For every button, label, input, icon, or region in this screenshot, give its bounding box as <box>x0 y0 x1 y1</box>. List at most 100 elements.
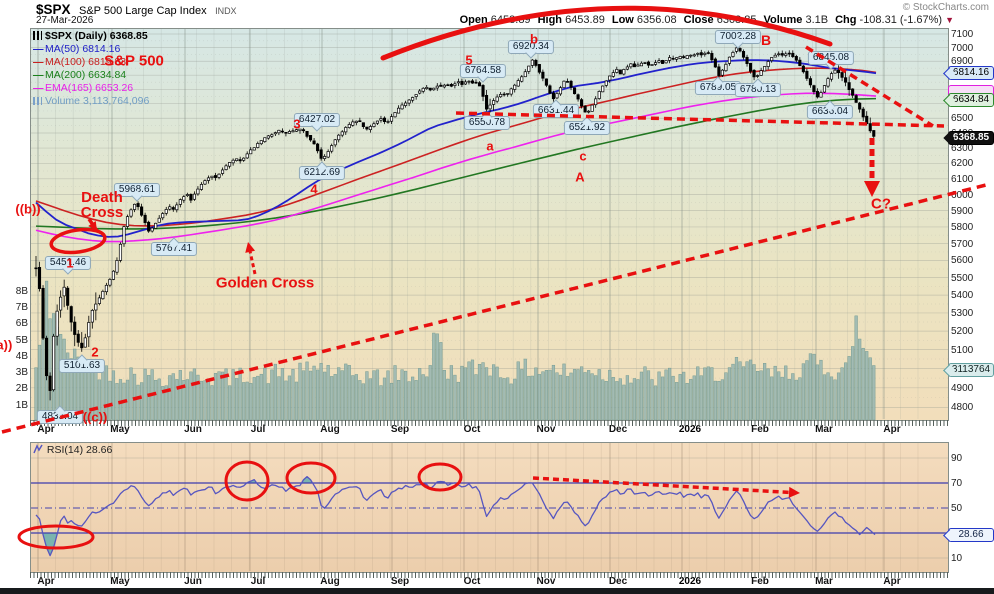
volume-axis-label: 8B <box>15 285 28 297</box>
quote-label: Low <box>611 14 634 26</box>
legend-row: $SPX (Daily) 6368.85 <box>33 30 149 43</box>
axis-badge: 6814.16 <box>943 66 994 80</box>
legend-text: $SPX (Daily) 6368.85 <box>45 30 148 42</box>
main-chart-panel[interactable] <box>30 28 949 421</box>
volume-bars-icon <box>33 97 42 105</box>
price-axis-label: 6200 <box>951 158 974 170</box>
price-callout: 4835.04 <box>36 405 84 424</box>
volume-axis-label: 2B <box>15 383 28 395</box>
month-label: 2026 <box>678 576 702 587</box>
volume-axis-label: 1B <box>15 399 28 411</box>
legend-line-swatch: — <box>33 82 44 94</box>
copyright: © StockCharts.com <box>902 2 989 13</box>
axis-badge: 3113764 <box>943 363 994 377</box>
month-label: Mar <box>815 576 833 587</box>
volume-axis-label: 3B <box>15 367 28 379</box>
legend-row: Volume 3,113,764,096 <box>33 95 149 108</box>
price-axis-label: 6000 <box>951 189 974 201</box>
exchange-tag: INDX <box>215 6 237 16</box>
price-callout: 6427.02 <box>293 113 341 132</box>
rsi-axis-label: 70 <box>951 478 963 489</box>
rsi-chart-canvas[interactable] <box>30 442 949 573</box>
axis-badge: 28.66 <box>943 528 994 542</box>
legend-text: MA(50) 6814.16 <box>45 43 121 55</box>
price-callout: 6212.69 <box>298 161 346 180</box>
quote-value: 6453.89 <box>487 14 531 26</box>
quote-label: Volume <box>763 14 803 26</box>
month-label: Apr <box>883 576 901 587</box>
price-axis-label: 5700 <box>951 238 974 250</box>
price-axis-label: 5500 <box>951 272 974 284</box>
quote-label: Chg <box>835 14 857 26</box>
rsi-axis-label: 50 <box>951 503 963 514</box>
volume-axis-label: 4B <box>15 350 28 362</box>
price-callout: 6789.05 <box>694 76 742 95</box>
month-label: Nov <box>536 576 556 587</box>
price-callout: 5101.63 <box>58 354 106 373</box>
chart-title: $SPX S&P 500 Large Cap Index INDX <box>36 1 237 17</box>
legend-line-swatch: — <box>33 56 44 68</box>
price-chart-canvas[interactable] <box>30 28 949 421</box>
month-label: May <box>110 576 130 587</box>
bottom-bar <box>0 588 994 594</box>
quote-value: 6356.08 <box>633 14 677 26</box>
rsi-legend: RSI(14) 28.66 <box>33 444 112 456</box>
month-label: Apr <box>37 576 55 587</box>
month-label: Feb <box>751 576 769 587</box>
axis-badge: 6634.84 <box>943 93 994 107</box>
price-axis-label: 7100 <box>951 29 974 40</box>
axis-badge: 6368.85 <box>943 131 994 145</box>
price-axis-label: 4800 <box>951 402 974 414</box>
index-name: S&P 500 Large Cap Index <box>78 5 207 17</box>
rsi-panel[interactable] <box>30 442 949 573</box>
price-callout: 6521.92 <box>563 116 611 135</box>
rsi-label: RSI(14) 28.66 <box>46 444 113 456</box>
month-label: Aug <box>320 576 340 587</box>
month-label: Jul <box>250 576 266 587</box>
price-callout: 6920.34 <box>507 40 555 59</box>
price-callout: 5968.61 <box>113 183 161 202</box>
quote-label: Open <box>459 14 488 26</box>
price-callout: 6631.44 <box>532 99 580 118</box>
price-callout: 6636.04 <box>806 100 854 119</box>
price-axis-label: 5800 <box>951 221 974 233</box>
price-callout: 6845.08 <box>807 51 855 70</box>
price-axis-label: 5400 <box>951 290 974 302</box>
price-axis-label: 5300 <box>951 307 974 319</box>
legend-row: — EMA(165) 6653.26 <box>33 82 149 95</box>
price-axis-label: 5600 <box>951 255 974 267</box>
legend-text: MA(100) 6819.83 <box>45 56 127 68</box>
price-axis-label: 5900 <box>951 205 974 217</box>
legend-line-swatch: — <box>33 69 44 81</box>
tick-strip-rsi <box>30 572 948 578</box>
price-axis-label: 6300 <box>951 143 974 155</box>
price-axis-label: 6100 <box>951 173 974 185</box>
price-callout: 7002.28 <box>714 30 762 49</box>
tick-strip-main <box>30 420 948 426</box>
price-axis-label: 6900 <box>951 56 974 68</box>
price-axis-label: 4900 <box>951 382 974 394</box>
price-axis-label: 5100 <box>951 344 974 356</box>
month-label: Oct <box>463 576 481 587</box>
ohlc-quote-row: Open 6453.89 High 6453.89 Low 6356.08 Close… <box>453 14 954 26</box>
quote-label: High <box>537 14 563 26</box>
rsi-icon <box>33 444 43 454</box>
price-callout: 6550.78 <box>463 111 511 130</box>
legend-row: — MA(100) 6819.83 <box>33 56 149 69</box>
price-callout: 6780.13 <box>734 78 782 97</box>
quote-value: 6368.85 <box>713 14 757 26</box>
rsi-axis-label: 90 <box>951 453 963 464</box>
price-axis-label: 6500 <box>951 113 974 125</box>
change-down-icon: ▼ <box>945 15 954 25</box>
chart-legend: $SPX (Daily) 6368.85— MA(50) 6814.16— MA(1… <box>33 30 149 108</box>
price-axis-label: 5200 <box>951 326 974 338</box>
quote-value: 3.1B <box>802 14 829 26</box>
legend-row: — MA(50) 6814.16 <box>33 43 149 56</box>
quote-value: 6453.89 <box>562 14 605 26</box>
legend-row: — MA(200) 6634.84 <box>33 69 149 82</box>
volume-axis-label: 5B <box>15 334 28 346</box>
price-callout: 5451.46 <box>44 256 92 275</box>
legend-text: EMA(165) 6653.26 <box>45 82 134 94</box>
month-label: Dec <box>608 576 628 587</box>
